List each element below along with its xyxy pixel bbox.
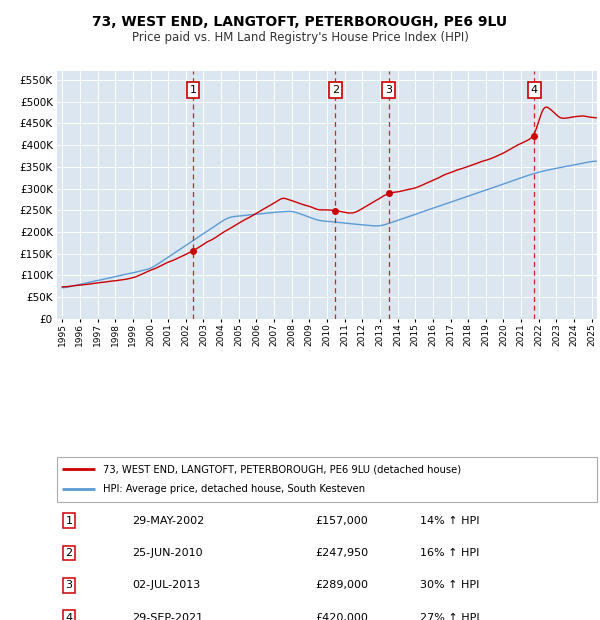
Text: 25-JUN-2010: 25-JUN-2010 [132,548,203,558]
Text: £420,000: £420,000 [315,613,368,620]
Text: 3: 3 [385,85,392,95]
Text: 14% ↑ HPI: 14% ↑ HPI [420,516,479,526]
Text: 4: 4 [531,85,538,95]
Text: 02-JUL-2013: 02-JUL-2013 [132,580,200,590]
Text: 27% ↑ HPI: 27% ↑ HPI [420,613,479,620]
Text: 29-SEP-2021: 29-SEP-2021 [132,613,203,620]
Text: 2: 2 [332,85,339,95]
Text: 30% ↑ HPI: 30% ↑ HPI [420,580,479,590]
Text: 73, WEST END, LANGTOFT, PETERBOROUGH, PE6 9LU (detached house): 73, WEST END, LANGTOFT, PETERBOROUGH, PE… [103,464,461,474]
Text: 73, WEST END, LANGTOFT, PETERBOROUGH, PE6 9LU: 73, WEST END, LANGTOFT, PETERBOROUGH, PE… [92,15,508,29]
Text: 16% ↑ HPI: 16% ↑ HPI [420,548,479,558]
Text: £247,950: £247,950 [315,548,368,558]
Text: 29-MAY-2002: 29-MAY-2002 [132,516,204,526]
Text: 1: 1 [65,516,73,526]
Text: £157,000: £157,000 [315,516,368,526]
Text: 4: 4 [65,613,73,620]
Text: £289,000: £289,000 [315,580,368,590]
Text: 3: 3 [65,580,73,590]
FancyBboxPatch shape [57,457,597,502]
Text: 2: 2 [65,548,73,558]
Text: 1: 1 [190,85,197,95]
Text: HPI: Average price, detached house, South Kesteven: HPI: Average price, detached house, Sout… [103,484,365,494]
Text: Price paid vs. HM Land Registry's House Price Index (HPI): Price paid vs. HM Land Registry's House … [131,31,469,43]
